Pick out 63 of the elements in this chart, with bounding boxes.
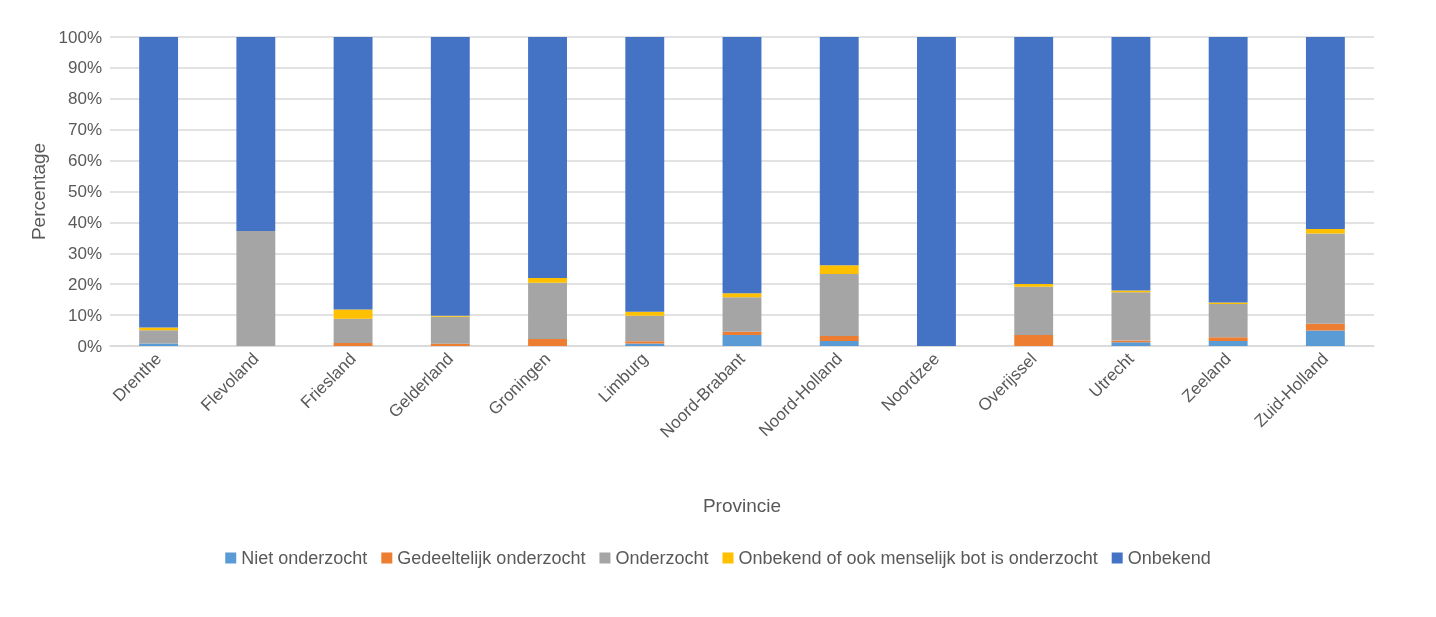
y-tick-label: 40%: [67, 212, 102, 232]
bar: [722, 297, 762, 332]
bar: [1305, 37, 1345, 229]
bar: [1014, 286, 1054, 335]
bar: [722, 331, 762, 335]
legend-label: Onbekend: [1127, 548, 1211, 568]
bar: [333, 342, 373, 346]
y-tick-label: 80%: [67, 89, 102, 109]
bar: [625, 37, 665, 312]
bar: [236, 231, 276, 346]
bar: [917, 37, 956, 346]
bar: [430, 316, 470, 344]
bar: [1014, 283, 1054, 287]
legend-label: Onbekend of ook menselijk bot is onderzocht: [738, 548, 1098, 568]
legend-label: Niet onderzocht: [241, 548, 368, 568]
bar: [1305, 228, 1345, 234]
bar: [1208, 337, 1248, 342]
y-tick-label: 70%: [67, 120, 102, 140]
legend-label: Gedeeltelijk onderzocht: [397, 548, 586, 568]
bar: [819, 341, 859, 346]
bar: [1305, 330, 1345, 346]
bar: [528, 37, 567, 279]
bar: [333, 318, 373, 343]
y-tick-label: 30%: [67, 243, 102, 263]
bar: [1208, 341, 1248, 346]
y-tick-label: 10%: [67, 305, 102, 325]
bar: [236, 37, 276, 232]
bar: [722, 293, 762, 298]
y-tick-label: 50%: [67, 182, 102, 201]
y-tick-label: 60%: [67, 151, 102, 171]
y-tick-label: 0%: [77, 336, 102, 356]
bar: [1111, 292, 1151, 341]
bar: [430, 37, 470, 316]
bar: [1014, 334, 1054, 346]
bar: [819, 265, 859, 274]
y-tick-label: 20%: [67, 274, 102, 294]
x-axis-title: Provincie: [702, 495, 782, 516]
bar: [819, 336, 859, 342]
bar: [139, 327, 179, 331]
bar: [333, 37, 373, 310]
y-tick-label: 100%: [58, 27, 102, 47]
bar: [528, 278, 567, 283]
bar: [722, 37, 762, 294]
bar: [819, 274, 859, 337]
bar: [625, 311, 665, 316]
bar: [1208, 303, 1248, 338]
bar: [1014, 37, 1054, 284]
bar: [333, 309, 373, 319]
bar: [139, 330, 179, 344]
bar: [1208, 37, 1248, 303]
bar: [1305, 233, 1345, 324]
bar: [139, 37, 179, 328]
legend-label: Onderzocht: [615, 548, 709, 568]
bar: [430, 343, 470, 346]
bar: [528, 282, 567, 339]
bar: [625, 315, 665, 342]
y-axis-title: Percentage: [27, 142, 49, 241]
bar: [819, 37, 859, 266]
bar: [1305, 323, 1345, 331]
y-tick-label: 90%: [67, 58, 102, 78]
bar: [722, 334, 762, 346]
bar: [1111, 37, 1151, 291]
bar: [528, 338, 567, 346]
